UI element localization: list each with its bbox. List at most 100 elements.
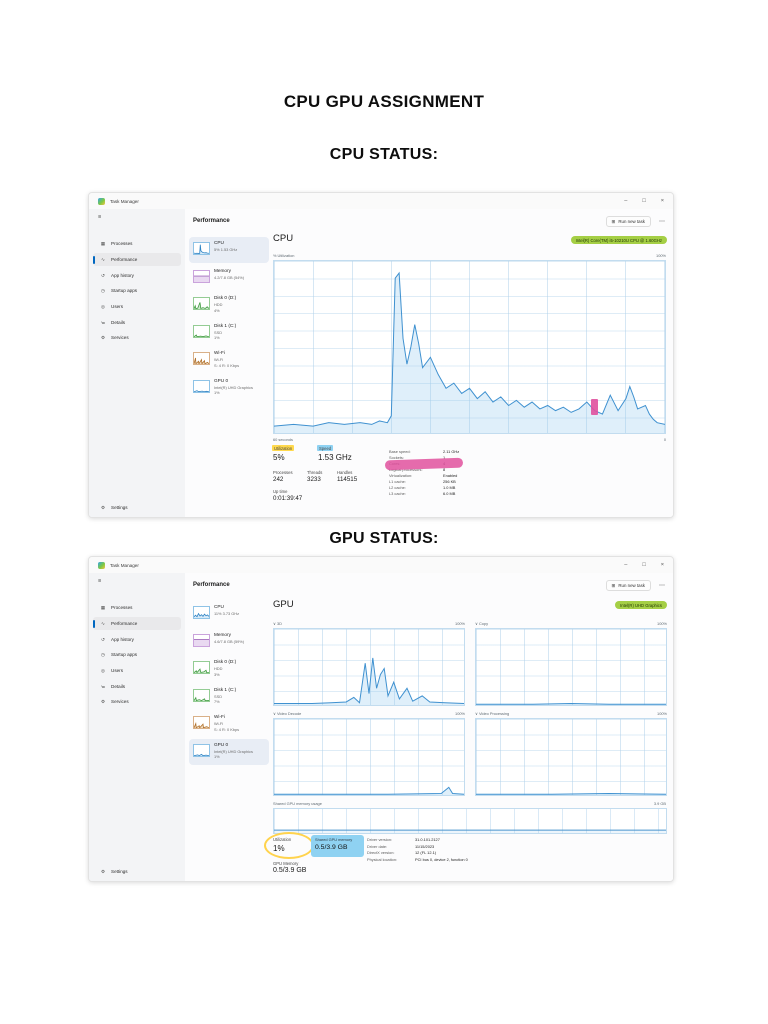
- highlight-green-cpu-model: Intel(R) Core(TM) i5-10210U CPU @ 1.60GH…: [570, 236, 667, 244]
- sidebar-item-label: Services: [111, 335, 129, 340]
- y-axis-max: 100%: [656, 253, 666, 258]
- cpu-sparkline-chart: [193, 242, 210, 255]
- sidebar-item-users[interactable]: ◎ Users: [93, 664, 181, 677]
- sidebar-item-settings[interactable]: ⚙ Settings: [93, 865, 181, 878]
- sidebar-item-label: Startup apps: [111, 288, 138, 293]
- x-axis-right: 0: [663, 437, 666, 442]
- perf-tile-cpu[interactable]: CPU 11% 3.73 GHz: [189, 601, 269, 627]
- startup-apps-icon: ◷: [100, 287, 105, 293]
- sidebar-item-services[interactable]: ⚙ Services: [93, 695, 181, 708]
- perf-tile-wifi[interactable]: Wi-Fi Wi-Fi S: 4 R: 0 Kbps: [189, 347, 269, 373]
- tile-detail: Wi-Fi: [214, 721, 224, 726]
- sidebar-item-label: Details: [111, 320, 126, 325]
- chevron-down-icon[interactable]: ∨: [475, 711, 478, 716]
- sidebar-item-label: Startup apps: [111, 652, 138, 657]
- sidebar-item-services[interactable]: ⚙ Services: [93, 331, 181, 344]
- detail-value: 256 KB: [443, 479, 456, 484]
- tile-name: CPU: [214, 240, 224, 245]
- sidebar-item-performance[interactable]: ∿ Performance: [93, 253, 181, 266]
- run-new-task-button[interactable]: ⊞ Run new task: [605, 580, 651, 591]
- tile-detail: HDD: [214, 302, 223, 307]
- sidebar-item-label: Processes: [111, 241, 133, 246]
- threads-label: Threads: [307, 470, 323, 475]
- task-manager-app-icon: [98, 197, 105, 205]
- tile-name: CPU: [214, 604, 224, 609]
- detail-label: Physical location:: [367, 856, 398, 862]
- hamburger-menu-icon[interactable]: ≡: [98, 578, 102, 584]
- quadrant-label-copy: ∨ Copy: [475, 621, 489, 626]
- perf-tile-memory[interactable]: Memory 4.2/7.8 GB (54%): [189, 265, 269, 291]
- sidebar-item-processes[interactable]: ▦ Processes: [93, 601, 181, 614]
- tile-detail: 4.2/7.8 GB (54%): [214, 274, 245, 280]
- task-manager-window-gpu: Task Manager – □ × ≡ ▦ Processes ∿ Perform…: [88, 556, 674, 882]
- perf-tile-memory[interactable]: Memory 4.6/7.8 GB (59%): [189, 629, 269, 655]
- threads-value: 3233: [307, 476, 321, 483]
- gpu-video-decode-series: [274, 719, 464, 795]
- tile-name: Disk 0 (D:): [214, 295, 237, 300]
- sidebar-item-label: Processes: [111, 605, 133, 610]
- sidebar-item-startup-apps[interactable]: ◷ Startup apps: [93, 648, 181, 661]
- disk1-sparkline-chart: [193, 688, 210, 702]
- cpu-utilization-chart: [273, 260, 666, 434]
- detail-label: Sockets:: [389, 455, 404, 460]
- processes-value: 242: [273, 476, 284, 483]
- perf-tile-disk1[interactable]: Disk 1 (C:) SSD 7%: [189, 684, 269, 710]
- minimize-button[interactable]: –: [624, 198, 628, 204]
- chevron-down-icon[interactable]: ∨: [475, 621, 478, 626]
- gpu-video-processing-series: [476, 719, 666, 795]
- run-new-task-icon: ⊞: [611, 582, 616, 588]
- maximize-button[interactable]: □: [642, 198, 646, 204]
- minimize-button[interactable]: –: [624, 562, 628, 568]
- chevron-down-icon[interactable]: ∨: [273, 711, 276, 716]
- sidebar-item-performance[interactable]: ∿ Performance: [93, 617, 181, 630]
- detail-value: 1.0 MB: [443, 485, 456, 490]
- perf-tile-disk0[interactable]: Disk 0 (D:) HDD 3%: [189, 656, 269, 682]
- more-options-button[interactable]: ⋯: [659, 583, 665, 589]
- gpu-video-decode-chart: [273, 718, 465, 796]
- sidebar-item-details[interactable]: ≔ Details: [93, 316, 181, 329]
- perf-tile-disk1[interactable]: Disk 1 (C:) SSD 1%: [189, 320, 269, 346]
- perf-tile-disk0[interactable]: Disk 0 (D:) HDD 4%: [189, 292, 269, 318]
- pink-annotation-cores: [384, 457, 464, 471]
- perf-tile-cpu[interactable]: CPU 5% 1.53 GHz: [189, 237, 269, 263]
- wifi-sparkline-chart: [193, 716, 210, 729]
- gpu-status-heading: GPU STATUS:: [329, 530, 439, 547]
- sidebar-item-app-history[interactable]: ↺ App history: [93, 633, 181, 646]
- detail-value: 2.11 GHz: [443, 449, 460, 454]
- shared-gpu-memory-chart: [273, 808, 667, 834]
- tile-detail: 7%: [214, 699, 220, 704]
- hamburger-menu-icon[interactable]: ≡: [98, 214, 102, 220]
- maximize-button[interactable]: □: [642, 562, 646, 568]
- perf-tile-gpu0[interactable]: GPU 0 Intel(R) UHD Graphics 1%: [189, 738, 269, 765]
- quadrant-scale: 100%: [455, 711, 465, 716]
- sidebar-item-users[interactable]: ◎ Users: [93, 300, 181, 313]
- detail-value: 6.0 MB: [443, 491, 456, 496]
- run-new-task-button[interactable]: ⊞ Run new task: [605, 216, 651, 227]
- sidebar-item-settings[interactable]: ⚙ Settings: [93, 501, 181, 514]
- sidebar-item-app-history[interactable]: ↺ App history: [93, 269, 181, 282]
- tile-name: Disk 1 (C:): [214, 686, 237, 692]
- utilization-label: Utilization: [273, 837, 292, 842]
- services-icon: ⚙: [100, 698, 106, 704]
- sidebar-item-processes[interactable]: ▦ Processes: [93, 237, 181, 250]
- memory-sparkline-chart: [193, 269, 210, 283]
- sidebar-item-details[interactable]: ≔ Details: [93, 680, 181, 693]
- detail-label: L2 cache:: [389, 485, 406, 490]
- tile-detail: HDD: [214, 666, 223, 671]
- tile-name: Memory: [214, 631, 231, 637]
- disk1-sparkline-chart: [193, 324, 210, 338]
- shared-memory-chart-label: Shared GPU memory usage: [273, 801, 322, 806]
- sidebar-item-startup-apps[interactable]: ◷ Startup apps: [93, 284, 181, 297]
- performance-panel: Performance ⊞ Run new task ⋯ CPU 11% 3.73…: [185, 573, 673, 881]
- chevron-down-icon[interactable]: ∨: [273, 621, 276, 626]
- sidebar-item-label: Users: [111, 668, 123, 673]
- window-title: Task Manager: [110, 198, 139, 204]
- close-button[interactable]: ×: [660, 198, 664, 204]
- close-button[interactable]: ×: [660, 562, 664, 568]
- perf-tile-gpu0[interactable]: GPU 0 Intel(R) UHD Graphics 1%: [189, 375, 269, 401]
- quadrant-label-video-decode: ∨ Video Decode: [273, 711, 302, 716]
- detail-label: Base speed:: [389, 449, 411, 454]
- more-options-button[interactable]: ⋯: [659, 219, 665, 225]
- perf-tile-wifi[interactable]: Wi-Fi Wi-Fi S: 4 R: 0 Kbps: [189, 711, 269, 737]
- gpu-memory-value: 0.5/3.9 GB: [273, 867, 307, 874]
